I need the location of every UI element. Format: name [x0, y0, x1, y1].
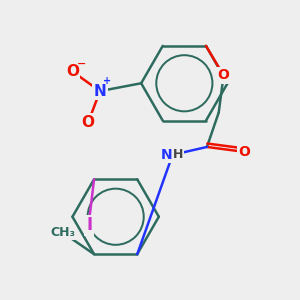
Text: O: O — [82, 115, 95, 130]
Text: O: O — [218, 68, 230, 82]
Text: N: N — [94, 84, 106, 99]
Text: N: N — [161, 148, 172, 162]
Text: −: − — [76, 58, 86, 69]
Text: O: O — [66, 64, 79, 79]
Text: O: O — [238, 145, 250, 159]
Text: I: I — [86, 217, 92, 235]
Text: H: H — [172, 148, 183, 161]
Text: CH₃: CH₃ — [50, 226, 75, 239]
Text: +: + — [103, 76, 111, 86]
Text: N: N — [165, 148, 176, 162]
Text: H: H — [169, 148, 180, 161]
